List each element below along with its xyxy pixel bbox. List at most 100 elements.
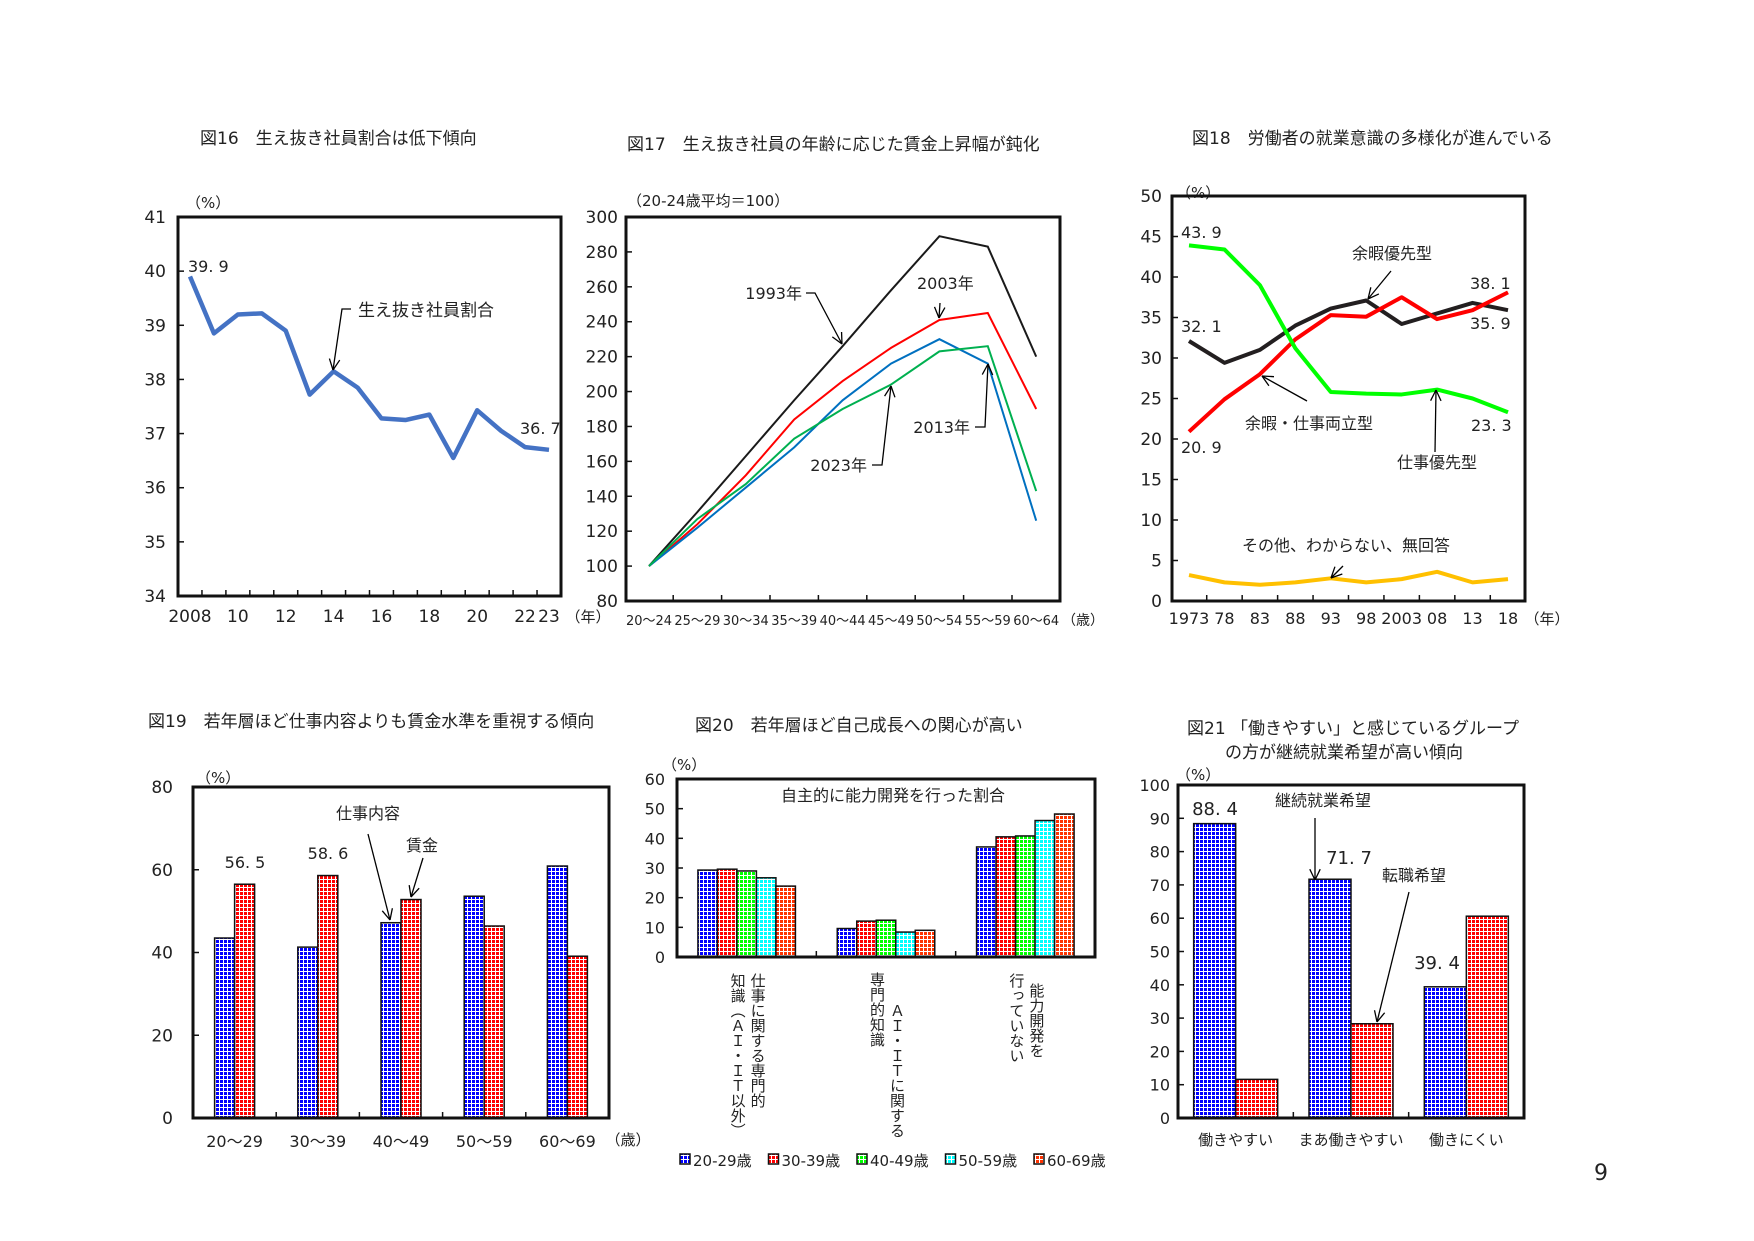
- y-axis-unit: （%）: [186, 194, 230, 212]
- y-tick-label: 220: [586, 348, 618, 368]
- bar: [1350, 1023, 1394, 1119]
- legend-swatch: [944, 1153, 957, 1165]
- y-tick-label: 280: [586, 243, 618, 263]
- x-category-label: 知識（ＡＩ・ＩＴ以外）: [729, 973, 747, 1138]
- bar: [1234, 1078, 1279, 1119]
- y-tick-label: 40: [1140, 268, 1162, 288]
- x-tick-label: 40～44: [820, 613, 866, 629]
- x-tick-label: 25～29: [674, 613, 720, 629]
- y-tick-label: 70: [1150, 876, 1170, 895]
- bar: [914, 929, 936, 958]
- page-number: 9: [1594, 1161, 1608, 1186]
- bar: [317, 874, 339, 1119]
- legend-label: 60-69歳: [1047, 1152, 1106, 1170]
- x-tick-label: 2008: [168, 607, 211, 627]
- x-axis-unit: （年）: [565, 608, 610, 626]
- series-line: [648, 338, 1038, 567]
- x-axis-unit: （年）: [1524, 610, 1569, 628]
- y-tick-label: 200: [586, 383, 618, 403]
- series-line: [1188, 243, 1509, 415]
- legend-swatch: [1033, 1153, 1045, 1165]
- annotation-arrow: [1430, 389, 1442, 453]
- y-tick-label: 80: [596, 592, 618, 612]
- series-annotation: 生え抜き社員割合: [358, 301, 494, 321]
- y-tick-label: 80: [1150, 843, 1170, 862]
- x-tick-label: 30～34: [723, 613, 769, 629]
- x-tick-label: 50～59: [456, 1132, 513, 1151]
- bar: [463, 895, 485, 1119]
- y-tick-label: 37: [144, 425, 166, 445]
- y-axis-unit: （%）: [196, 769, 240, 787]
- annotation-arrow: [1367, 270, 1392, 300]
- y-tick-label: 80: [151, 778, 173, 798]
- x-tick-label: 22: [514, 607, 536, 627]
- x-tick-label: 20～24: [626, 613, 672, 629]
- series-line: [648, 311, 1038, 567]
- x-tick-label: 40～49: [373, 1132, 430, 1151]
- bar: [895, 931, 916, 958]
- x-tick-label: 35～39: [771, 613, 817, 629]
- bar: [775, 885, 797, 958]
- x-tick-label: まあ働きやすい: [1298, 1131, 1403, 1149]
- y-tick-label: 100: [1139, 776, 1170, 795]
- x-tick-label: 83: [1250, 609, 1270, 628]
- series-annotation: 賃金: [406, 836, 438, 855]
- x-tick-label: 20: [466, 607, 488, 627]
- chart-title: 図16 生え抜き社員割合は低下傾向: [200, 129, 477, 149]
- x-tick-label: 60～64: [1013, 613, 1059, 629]
- data-label: 71. 7: [1326, 848, 1372, 869]
- chart-subtitle: 自主的に能力開発を行った割合: [781, 786, 1005, 805]
- data-label: 35. 9: [1470, 314, 1511, 333]
- x-category-label: 能力開発を: [1027, 983, 1045, 1058]
- data-label: 23. 3: [1471, 416, 1512, 435]
- y-axis-unit: （%）: [1176, 184, 1220, 202]
- data-label: 43. 9: [1181, 223, 1222, 242]
- y-tick-label: 0: [655, 948, 665, 967]
- x-tick-label: 08: [1427, 609, 1447, 628]
- series-annotation: 余暇優先型: [1352, 244, 1432, 263]
- y-tick-label: 40: [144, 262, 166, 282]
- x-category-label: 行っていない: [1007, 973, 1025, 1063]
- plot-frame-fig16: [176, 215, 563, 598]
- y-tick-label: 30: [645, 859, 665, 878]
- y-axis-unit: （%）: [662, 756, 706, 774]
- y-tick-label: 100: [586, 557, 618, 577]
- data-label: 32. 1: [1181, 317, 1222, 336]
- chart-title: の方が継続就業希望が高い傾向: [1225, 743, 1463, 763]
- y-tick-label: 10: [1150, 1076, 1170, 1095]
- x-tick-label: 45～49: [868, 613, 914, 629]
- y-tick-label: 5: [1151, 552, 1162, 572]
- annotation-arrow: [933, 302, 946, 319]
- y-tick-label: 39: [144, 316, 166, 336]
- x-tick-label: 働きやすい: [1198, 1131, 1273, 1149]
- x-tick-label: 2003: [1381, 609, 1422, 628]
- y-tick-label: 10: [645, 918, 665, 937]
- bar: [213, 937, 236, 1119]
- x-tick-label: 23: [538, 607, 560, 627]
- y-tick-label: 60: [1150, 909, 1170, 928]
- legend-label: 30-39歳: [782, 1152, 841, 1170]
- x-tick-label: 88: [1285, 609, 1305, 628]
- series-annotation: その他、わからない、無回答: [1242, 536, 1450, 555]
- y-tick-label: 35: [144, 533, 166, 553]
- bar: [995, 836, 1017, 958]
- legend-label: 20-29歳: [693, 1152, 752, 1170]
- x-category-label: 専門的知識: [868, 972, 886, 1048]
- bar: [233, 883, 256, 1119]
- x-tick-label: 12: [275, 607, 297, 627]
- y-tick-label: 20: [151, 1026, 173, 1046]
- data-label: 20. 9: [1181, 438, 1222, 457]
- bar: [697, 869, 719, 958]
- x-category-label: 仕事に関する専門的: [749, 973, 767, 1109]
- data-label: 56. 5: [225, 853, 266, 872]
- y-tick-label: 30: [1150, 1009, 1170, 1028]
- chart-title: 図19 若年層ほど仕事内容よりも賃金水準を重視する傾向: [148, 712, 594, 732]
- legend-swatch: [679, 1153, 691, 1165]
- x-tick-label: 60～69: [539, 1132, 596, 1151]
- legend-swatch: [767, 1153, 780, 1165]
- bar: [400, 898, 422, 1119]
- bar: [1034, 819, 1056, 958]
- annotation-arrow: [1373, 891, 1410, 1023]
- y-tick-label: 45: [1140, 228, 1162, 248]
- x-axis-unit: （歳）: [1062, 613, 1104, 629]
